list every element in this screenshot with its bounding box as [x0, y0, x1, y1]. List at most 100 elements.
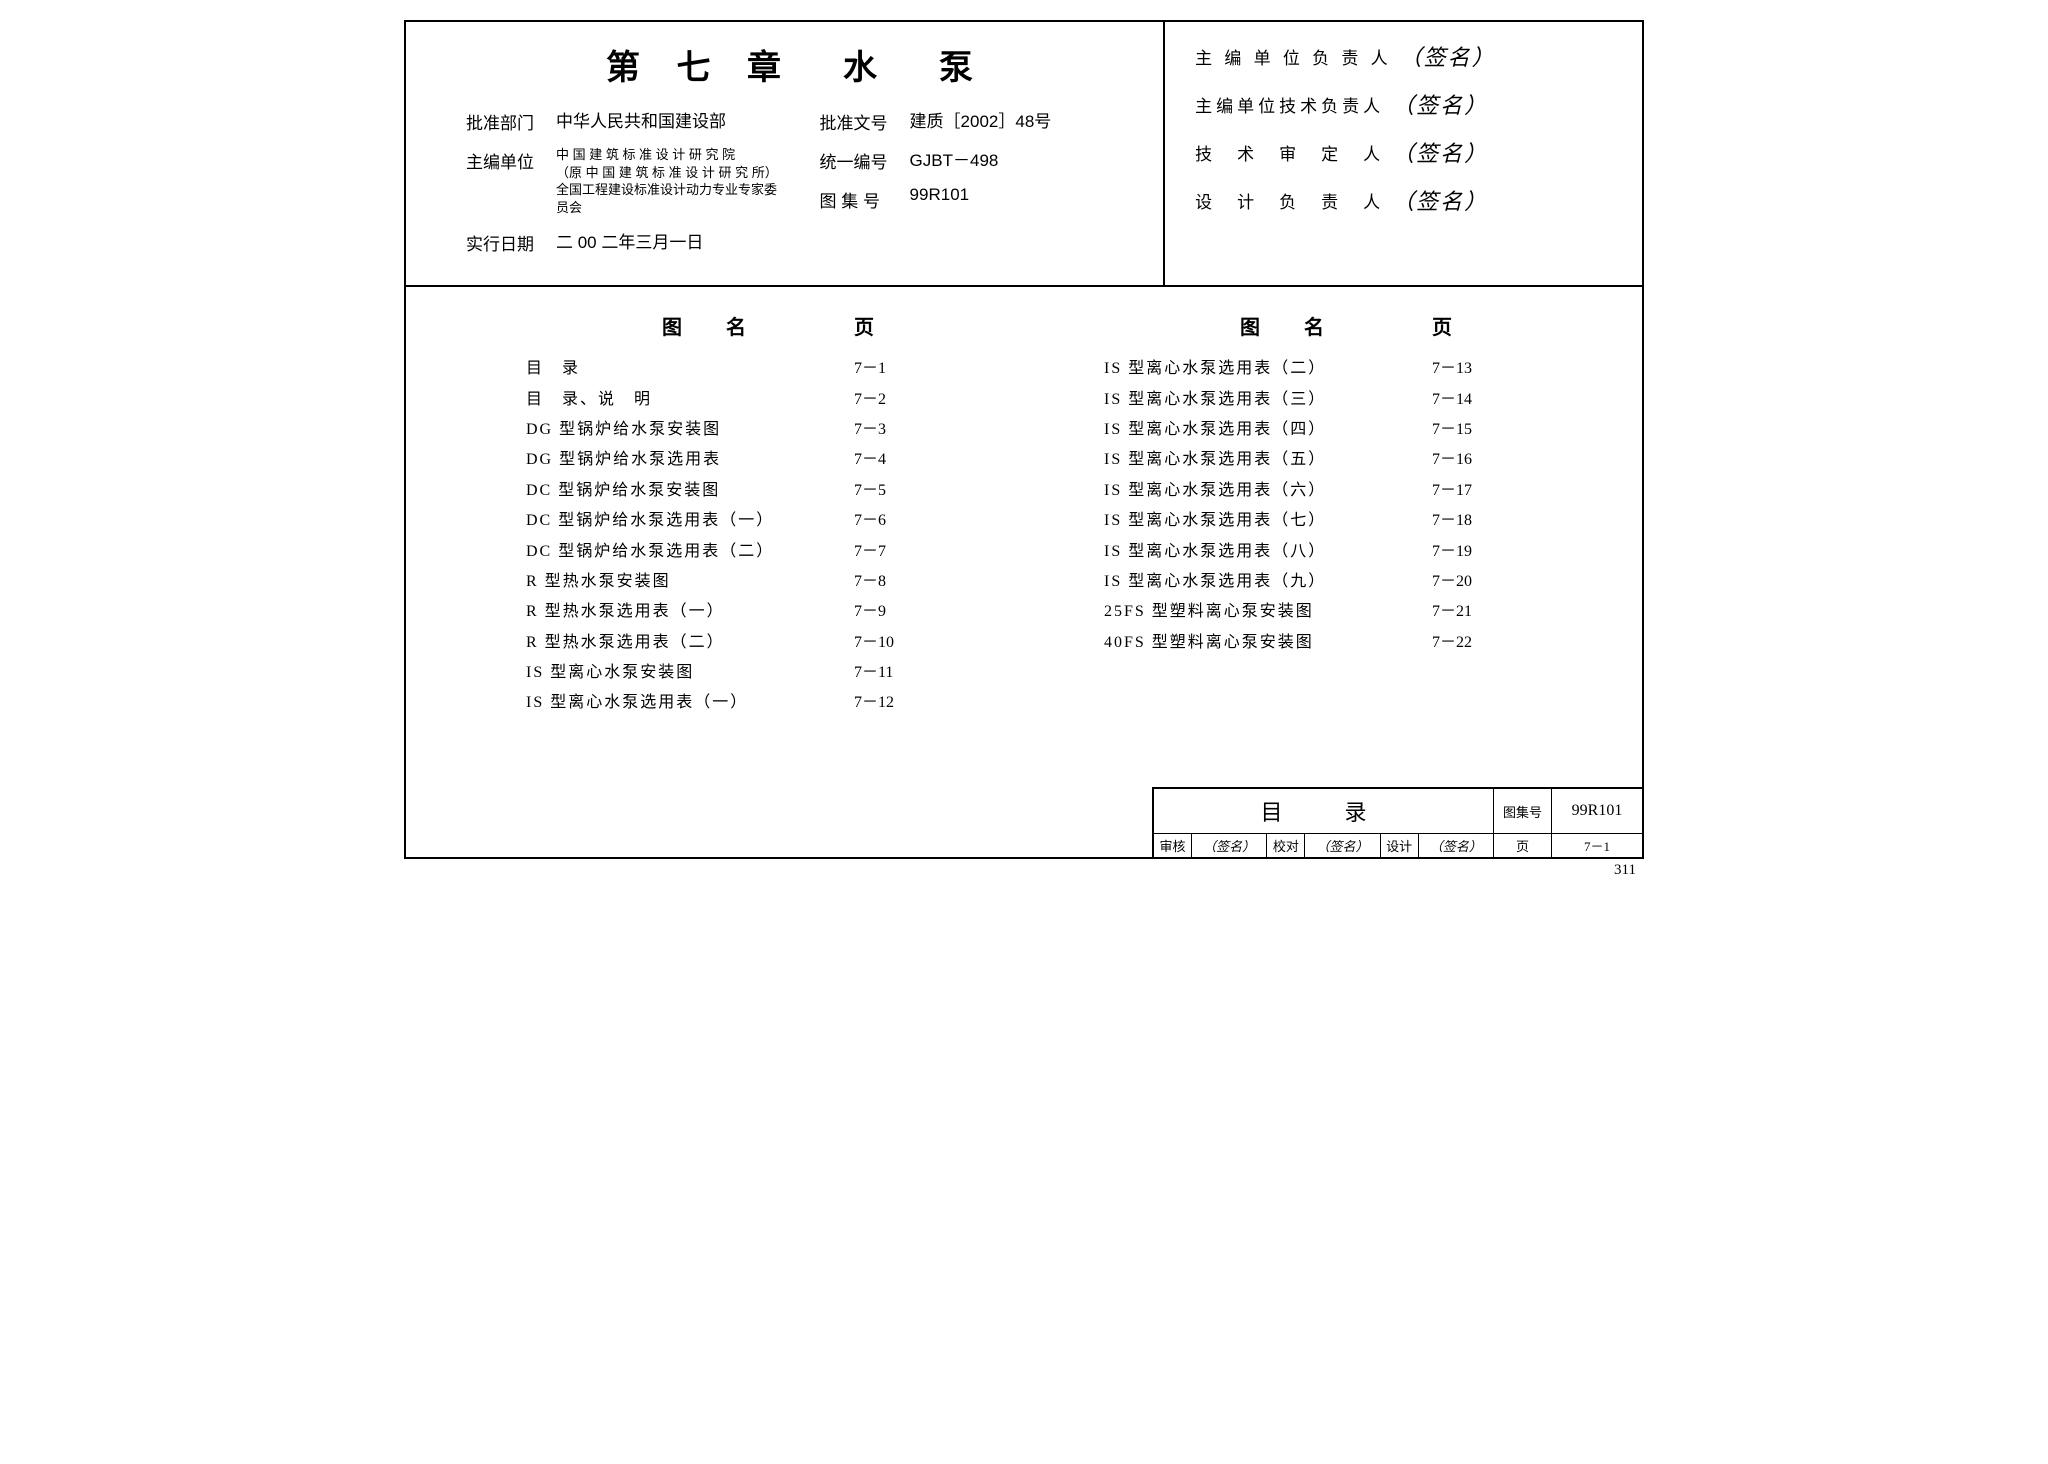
toc-item-name: 40FS 型塑料离心泵安装图 — [1104, 628, 1432, 658]
toc-item-page: 7－7 — [854, 537, 944, 567]
toc-row: IS 型离心水泵选用表（七）7－18 — [1104, 506, 1522, 536]
tb-cell-value: （签名） — [1192, 834, 1267, 857]
chapter-title: 第 七 章 水 泵 — [466, 40, 1133, 89]
signature-value: （签名） — [1392, 88, 1488, 120]
toc-row: 40FS 型塑料离心泵安装图7－22 — [1104, 628, 1522, 658]
toc-item-name: R 型热水泵安装图 — [526, 567, 854, 597]
toc-header: 图 名 页 — [526, 311, 944, 340]
info-label: 统一编号 — [820, 146, 910, 173]
toc-row: IS 型离心水泵选用表（一）7－12 — [526, 688, 944, 718]
toc-item-name: IS 型离心水泵选用表（七） — [1104, 506, 1432, 536]
toc-row: DG 型锅炉给水泵选用表7－4 — [526, 445, 944, 475]
toc-row: IS 型离心水泵选用表（八）7－19 — [1104, 537, 1522, 567]
toc-item-page: 7－3 — [854, 415, 944, 445]
toc-body: 图 名 页 目 录7－1目 录、说 明7－2DG 型锅炉给水泵安装图7－3DG … — [406, 287, 1642, 787]
info-value: 99R101 — [910, 185, 1134, 205]
set-no-value: 99R101 — [1552, 789, 1642, 833]
toc-row: R 型热水泵安装图7－8 — [526, 567, 944, 597]
info-label: 批准部门 — [466, 107, 556, 134]
toc-row: IS 型离心水泵选用表（三）7－14 — [1104, 385, 1522, 415]
toc-header-name: 图 名 — [526, 311, 854, 340]
info-value: 中华人民共和国建设部 — [556, 107, 780, 132]
toc-item-name: DC 型锅炉给水泵选用表（二） — [526, 537, 854, 567]
toc-item-page: 7－9 — [854, 597, 944, 627]
toc-row: 目 录、说 明7－2 — [526, 385, 944, 415]
toc-row: IS 型离心水泵选用表（二）7－13 — [1104, 354, 1522, 384]
toc-row: DC 型锅炉给水泵选用表（二）7－7 — [526, 537, 944, 567]
info-row: 主编单位中 国 建 筑 标 准 设 计 研 究 院 （原 中 国 建 筑 标 准… — [466, 146, 780, 216]
toc-item-name: 目 录、说 明 — [526, 385, 854, 415]
tb-cell-label: 校对 — [1267, 834, 1305, 857]
toc-item-page: 7－6 — [854, 506, 944, 536]
signature-value: （签名） — [1392, 184, 1488, 216]
document-page: 第 七 章 水 泵 批准部门中华人民共和国建设部主编单位中 国 建 筑 标 准 … — [404, 20, 1644, 859]
toc-item-page: 7－13 — [1432, 354, 1522, 384]
signature-block: 主 编 单 位 负 责 人（签名）主编单位技术负责人（签名）技 术 审 定 人（… — [1165, 22, 1642, 285]
toc-item-page: 7－2 — [854, 385, 944, 415]
toc-row: DC 型锅炉给水泵选用表（一）7－6 — [526, 506, 944, 536]
toc-item-name: IS 型离心水泵安装图 — [526, 658, 854, 688]
info-col-right: 批准文号建质［2002］48号统一编号GJBT－498图 集 号99R101 — [820, 107, 1134, 267]
toc-item-name: IS 型离心水泵选用表（五） — [1104, 445, 1432, 475]
toc-item-page: 7－20 — [1432, 567, 1522, 597]
tb-cell-value: （签名） — [1419, 834, 1494, 857]
toc-item-name: DG 型锅炉给水泵安装图 — [526, 415, 854, 445]
toc-item-name: R 型热水泵选用表（二） — [526, 628, 854, 658]
toc-header-page: 页 — [854, 311, 944, 340]
info-row: 统一编号GJBT－498 — [820, 146, 1134, 173]
toc-header-name: 图 名 — [1104, 311, 1432, 340]
toc-row: R 型热水泵选用表（二）7－10 — [526, 628, 944, 658]
toc-item-page: 7－14 — [1432, 385, 1522, 415]
toc-item-page: 7－4 — [854, 445, 944, 475]
signature-label: 主编单位技术负责人 — [1195, 92, 1384, 117]
title-block-row2: 审核（签名）校对（签名）设计（签名）页7－1 — [1154, 834, 1642, 857]
toc-item-page: 7－12 — [854, 688, 944, 718]
toc-header: 图 名 页 — [1104, 311, 1522, 340]
info-value: 二 00 二年三月一日 — [556, 228, 780, 253]
toc-list-right: IS 型离心水泵选用表（二）7－13IS 型离心水泵选用表（三）7－14IS 型… — [1104, 354, 1522, 658]
info-value: GJBT－498 — [910, 146, 1134, 171]
signature-label: 主 编 单 位 负 责 人 — [1195, 44, 1392, 69]
toc-item-name: DC 型锅炉给水泵安装图 — [526, 476, 854, 506]
signature-row: 设 计 负 责 人（签名） — [1195, 184, 1612, 216]
info-label: 图 集 号 — [820, 185, 910, 212]
tb-cell-label: 审核 — [1154, 834, 1192, 857]
info-row: 图 集 号99R101 — [820, 185, 1134, 212]
toc-row: 25FS 型塑料离心泵安装图7－21 — [1104, 597, 1522, 627]
toc-item-page: 7－11 — [854, 658, 944, 688]
toc-item-name: DG 型锅炉给水泵选用表 — [526, 445, 854, 475]
toc-item-page: 7－19 — [1432, 537, 1522, 567]
info-columns: 批准部门中华人民共和国建设部主编单位中 国 建 筑 标 准 设 计 研 究 院 … — [466, 107, 1133, 267]
set-no-label: 图集号 — [1494, 789, 1552, 833]
toc-row: DG 型锅炉给水泵安装图7－3 — [526, 415, 944, 445]
signature-row: 主编单位技术负责人 （签名） — [1195, 88, 1612, 120]
toc-item-name: DC 型锅炉给水泵选用表（一） — [526, 506, 854, 536]
toc-item-page: 7－10 — [854, 628, 944, 658]
toc-item-name: IS 型离心水泵选用表（一） — [526, 688, 854, 718]
outer-page-number: 311 — [1614, 862, 1636, 879]
toc-row: IS 型离心水泵选用表（四）7－15 — [1104, 415, 1522, 445]
info-col-left: 批准部门中华人民共和国建设部主编单位中 国 建 筑 标 准 设 计 研 究 院 … — [466, 107, 780, 267]
toc-item-page: 7－15 — [1432, 415, 1522, 445]
toc-item-name: IS 型离心水泵选用表（六） — [1104, 476, 1432, 506]
footer: 目 录 图集号 99R101 审核（签名）校对（签名）设计（签名）页7－1 — [406, 787, 1642, 857]
info-value: 建质［2002］48号 — [910, 107, 1134, 132]
header-block: 第 七 章 水 泵 批准部门中华人民共和国建设部主编单位中 国 建 筑 标 准 … — [406, 22, 1642, 287]
info-row: 批准文号建质［2002］48号 — [820, 107, 1134, 134]
page-value: 7－1 — [1552, 834, 1642, 857]
toc-header-page: 页 — [1432, 311, 1522, 340]
toc-item-name: IS 型离心水泵选用表（四） — [1104, 415, 1432, 445]
toc-item-page: 7－8 — [854, 567, 944, 597]
toc-list-left: 目 录7－1目 录、说 明7－2DG 型锅炉给水泵安装图7－3DG 型锅炉给水泵… — [526, 354, 944, 719]
toc-item-page: 7－22 — [1432, 628, 1522, 658]
info-row: 实行日期二 00 二年三月一日 — [466, 228, 780, 255]
toc-item-page: 7－1 — [854, 354, 944, 384]
title-block: 目 录 图集号 99R101 审核（签名）校对（签名）设计（签名）页7－1 — [1152, 787, 1642, 857]
signature-row: 主 编 单 位 负 责 人（签名） — [1195, 40, 1612, 72]
toc-item-name: 目 录 — [526, 354, 854, 384]
toc-row: IS 型离心水泵选用表（九）7－20 — [1104, 567, 1522, 597]
toc-row: 目 录7－1 — [526, 354, 944, 384]
toc-item-page: 7－5 — [854, 476, 944, 506]
title-block-row1: 目 录 图集号 99R101 — [1154, 789, 1642, 834]
drawing-title: 目 录 — [1154, 789, 1494, 833]
